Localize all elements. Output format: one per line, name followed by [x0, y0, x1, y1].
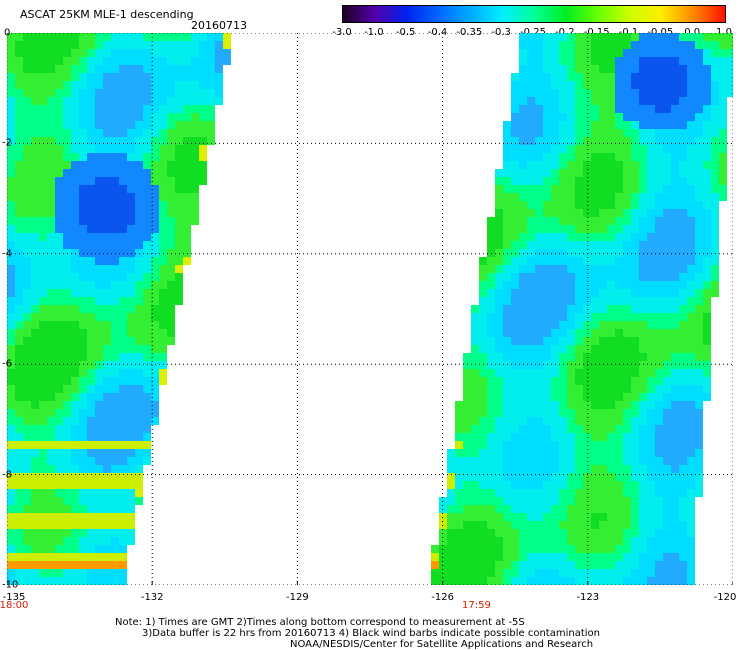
map-date: 20160713	[191, 19, 247, 32]
colorbar-label: 0.0	[684, 27, 701, 38]
x-tick-label: -126	[431, 592, 454, 603]
colorbar-label: -0.5	[395, 27, 416, 38]
colorbar-label: -0.15	[583, 27, 610, 38]
y-tick-label: -4	[2, 248, 12, 260]
colorbar-label: -0.05	[647, 27, 674, 38]
swath-cells	[7, 33, 733, 585]
x-tick-label: -120	[713, 592, 737, 603]
time-label: 18:00	[0, 600, 29, 611]
x-tick-label: -132	[140, 592, 164, 603]
y-tick-label: -6	[2, 358, 12, 370]
colorbar-label: -0.25	[520, 27, 546, 38]
colorbar-label: -1.0	[364, 27, 384, 38]
colorbar-label: -0.3	[491, 27, 511, 38]
x-tick-label: -123	[576, 592, 600, 603]
colorbar-label: -0.4	[427, 27, 448, 38]
grid-lines	[7, 33, 733, 585]
y-tick-label: -8	[2, 469, 12, 481]
x-tick-label: -135	[2, 592, 26, 603]
note-line-3: NOAA/NESDIS/Center for Satellite Applica…	[290, 639, 594, 650]
swath-map	[7, 33, 733, 585]
map-title: ASCAT 25KM MLE-1 descending	[20, 8, 194, 21]
x-tick-label: -129	[286, 592, 309, 603]
colorbar	[342, 5, 726, 23]
colorbar-label: -0.1	[618, 27, 639, 38]
colorbar-label: -3.0	[332, 27, 352, 38]
colorbar-label: -0.2	[555, 27, 575, 38]
note-line-2: 3)Data buffer is 22 hrs from 20160713 4)…	[142, 628, 600, 639]
note-line-1: Note: 1) Times are GMT 2)Times along bot…	[115, 617, 525, 628]
y-tick-label: -2	[2, 137, 12, 149]
axis-ticks	[7, 581, 733, 585]
time-label: 17:59	[462, 600, 491, 611]
y-tick-label: -10	[2, 579, 19, 591]
y-tick-label: 0	[4, 27, 11, 39]
colorbar-label: -0.35	[456, 27, 483, 38]
